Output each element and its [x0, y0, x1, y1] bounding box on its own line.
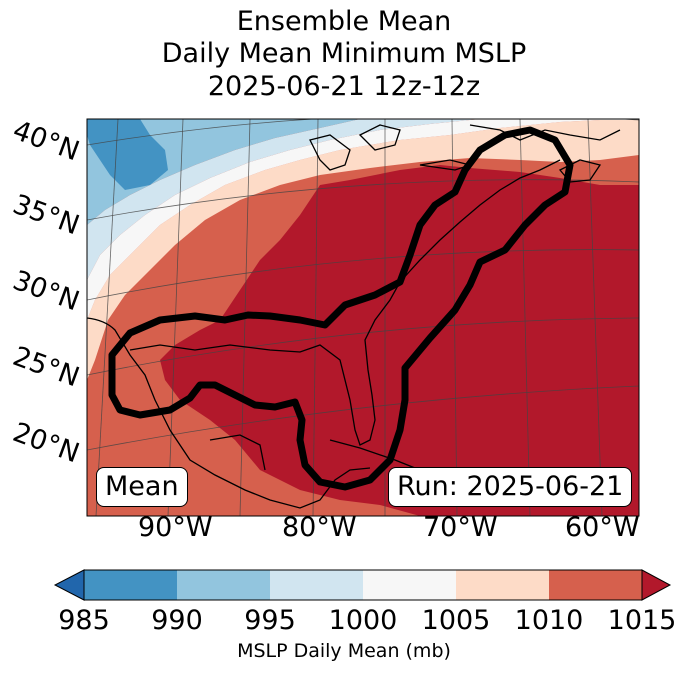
- colorbar-985-990: [84, 570, 177, 600]
- colorbar-label: MSLP Daily Mean (mb): [237, 640, 451, 662]
- colorbar-frame: [83, 569, 643, 601]
- parallel-25n: [87, 317, 639, 376]
- field-985-990: [87, 119, 168, 190]
- colorbar-extend-high: [641, 569, 672, 601]
- colorbar-990-995: [177, 570, 270, 600]
- yucatan: [209, 434, 266, 471]
- meridian-95w: [95, 119, 119, 516]
- coastlines: [87, 124, 621, 509]
- field-995-1000: [87, 119, 480, 280]
- title-line-2: Daily Mean Minimum MSLP: [161, 38, 527, 69]
- us-gulf-north: [129, 159, 561, 446]
- meridian-80w: [312, 119, 319, 516]
- parallel-40n: [87, 119, 639, 146]
- mean-label-box: Mean: [96, 467, 188, 507]
- colorbar-995-1000: [270, 570, 363, 600]
- meridian-70w: [451, 119, 458, 516]
- meridian-60w: [587, 119, 603, 516]
- colorbar-tick-1010: 1010: [514, 605, 584, 636]
- field-above-1015: [160, 165, 639, 516]
- colorbar-tick-985: 985: [58, 605, 110, 636]
- parallel-20n: [87, 385, 639, 451]
- lon-label-80w: 80°W: [282, 512, 357, 543]
- colorbar-1005-1010: [456, 570, 549, 600]
- canada-coast: [469, 124, 621, 141]
- parallel-35n: [87, 179, 639, 221]
- colorbar-extend-low: [53, 569, 85, 601]
- colorbar-1010-1015: [549, 570, 642, 600]
- map-frame: [86, 118, 640, 517]
- colorbar-1000-1005: [363, 570, 456, 600]
- colorbar-tick-1000: 1000: [328, 605, 398, 636]
- colorbar-tick-995: 995: [244, 605, 296, 636]
- lon-label-70w: 70°W: [423, 512, 498, 543]
- mean-contour: [108, 126, 574, 491]
- title-line-1: Ensemble Mean: [236, 6, 452, 37]
- meridian-65w: [519, 119, 531, 516]
- colorbar-tick-1005: 1005: [421, 605, 491, 636]
- title-line-3: 2025-06-21 12z-12z: [207, 71, 481, 102]
- lon-label-90w: 90°W: [138, 512, 213, 543]
- parallel-30n: [87, 249, 639, 301]
- gulf-coast: [87, 317, 371, 509]
- colorbar-tick-1015: 1015: [607, 605, 677, 636]
- colorbar-tick-990: 990: [151, 605, 203, 636]
- lon-label-60w: 60°W: [565, 512, 640, 543]
- run-date-box: Run: 2025-06-21: [388, 467, 633, 507]
